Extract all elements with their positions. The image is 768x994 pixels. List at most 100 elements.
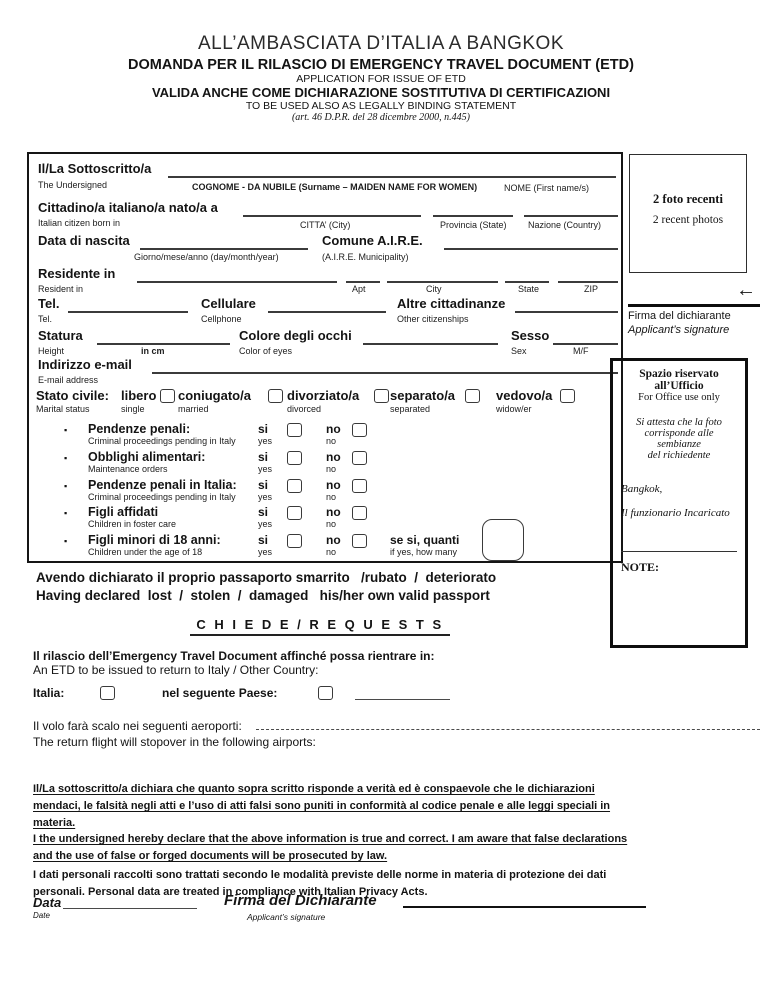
checkbox-q5-yes[interactable]	[287, 534, 302, 548]
checkbox-q5-no[interactable]	[352, 534, 367, 548]
checkbox-q3-no[interactable]	[352, 479, 367, 493]
signature-label-it: Firma del dichiarante	[628, 310, 731, 322]
zip-field-line[interactable]	[558, 267, 618, 283]
marital-option-separated-caption: separated	[390, 404, 431, 414]
q3-no-label: no	[326, 478, 341, 492]
privacy-line-1: I dati personali raccolti sono trattati …	[33, 869, 607, 881]
birth-province-field-line[interactable]	[433, 201, 513, 217]
other-citizenships-field-line[interactable]	[515, 297, 618, 313]
q2-yes-label: si	[258, 450, 269, 464]
email-label-en: E-mail address	[38, 375, 99, 385]
checkbox-marital-single[interactable]	[160, 389, 175, 403]
legal-line-2: mendaci, le falsità negli atti e l’uso d…	[33, 800, 611, 812]
tel-label-en: Tel.	[38, 314, 53, 324]
marital-option-single-caption: single	[121, 404, 145, 414]
marital-option-divorced-label: divorziato/a	[287, 388, 360, 403]
checkbox-q1-yes[interactable]	[287, 423, 302, 437]
form-subtitle-it: VALIDA ANCHE COME DICHIARAZIONE SOSTITUT…	[151, 85, 611, 100]
checkbox-italy[interactable]	[100, 686, 115, 700]
q3-yes-caption: yes	[258, 492, 273, 502]
birth-nation-field-line[interactable]	[524, 201, 618, 217]
other-country-field-line[interactable]	[355, 686, 450, 700]
q2-yes-caption: yes	[258, 464, 273, 474]
eyes-label-en: Color of eyes	[239, 346, 293, 356]
legal-line-5: and the use of false or forged documents…	[33, 850, 388, 862]
declarant-signature-line[interactable]	[403, 906, 646, 908]
office-attest-line-2: corrisponde alle	[644, 428, 714, 439]
question-criminal-italy-label: Pendenze penali in Italia:	[88, 478, 237, 492]
height-unit-caption: in cm	[141, 346, 165, 356]
airports-field-line[interactable]	[256, 719, 760, 730]
email-label-it: Indirizzo e-mail	[38, 357, 132, 372]
q5-yes-label: si	[258, 533, 269, 547]
tel-label-it: Tel.	[38, 296, 60, 311]
flight-label-en: The return flight will stopover in the f…	[33, 735, 316, 749]
marital-label-en: Marital status	[36, 404, 90, 414]
how-many-box[interactable]	[482, 519, 524, 561]
q1-yes-caption: yes	[258, 436, 273, 446]
checkbox-marital-married[interactable]	[268, 389, 283, 403]
cellphone-field-line[interactable]	[268, 297, 386, 313]
release-label-en: An ETD to be issued to return to Italy /…	[33, 663, 319, 677]
q4-yes-label: si	[258, 505, 269, 519]
form-header: ALL’AMBASCIATA D’ITALIA A BANGKOK DOMAND…	[0, 33, 762, 123]
checkbox-marital-divorced[interactable]	[374, 389, 389, 403]
date-label-en: Date	[33, 911, 50, 920]
signature-label-en: Applicant’s signature	[628, 324, 730, 336]
checkbox-marital-separated[interactable]	[465, 389, 480, 403]
checkbox-q2-yes[interactable]	[287, 451, 302, 465]
undersigned-label-it: Il/La Sottoscritto/a	[38, 161, 152, 176]
city-caption: City	[426, 284, 442, 294]
tel-field-line[interactable]	[68, 297, 188, 313]
declaration-line-en: Having declared lost / stolen / damaged …	[36, 588, 490, 603]
checkbox-q2-no[interactable]	[352, 451, 367, 465]
q3-yes-label: si	[258, 478, 269, 492]
apt-field-line[interactable]	[346, 267, 380, 283]
birthdate-field-line[interactable]	[140, 234, 308, 250]
cellphone-label-it: Cellulare	[201, 296, 256, 311]
marital-option-single-label: libero	[121, 388, 157, 403]
applicant-signature-line[interactable]	[628, 304, 760, 307]
eyes-field-line[interactable]	[363, 329, 498, 345]
surname-field-line[interactable]	[168, 162, 616, 178]
bullet-icon: ▪	[64, 481, 68, 491]
address-field-line[interactable]	[137, 267, 337, 283]
checkbox-q1-no[interactable]	[352, 423, 367, 437]
sex-field-line[interactable]	[553, 329, 618, 345]
aire-field-line[interactable]	[444, 234, 618, 250]
legal-line-1: Il/La sottoscritto/a dichiara che quanto…	[33, 783, 595, 795]
office-officer-label: Il funzionario Incaricato	[621, 507, 730, 519]
checkbox-q3-yes[interactable]	[287, 479, 302, 493]
email-field-line[interactable]	[152, 358, 618, 374]
how-many-label-en: if yes, how many	[390, 547, 458, 557]
photo-box: 2 foto recenti 2 recent photos	[629, 154, 747, 273]
requests-heading: C H I E D E / R E Q U E S T S	[190, 617, 450, 636]
height-label-en: Height	[38, 346, 65, 356]
left-arrow-icon: ←	[736, 279, 756, 301]
birth-province-caption: Provincia (State)	[440, 220, 507, 230]
state-field-line[interactable]	[505, 267, 549, 283]
city-field-line[interactable]	[387, 267, 498, 283]
other-citizenships-label-it: Altre cittadinanze	[397, 296, 506, 311]
office-note-label: NOTE:	[621, 560, 660, 574]
eyes-label-it: Colore degli occhi	[239, 328, 352, 343]
form-subtitle-en: TO BE USED ALSO AS LEGALLY BINDING STATE…	[245, 100, 517, 112]
bullet-icon: ▪	[64, 508, 68, 518]
marital-label-it: Stato civile:	[36, 388, 109, 403]
checkbox-q4-yes[interactable]	[287, 506, 302, 520]
date-field-line[interactable]	[63, 895, 197, 909]
resident-label-en: Resident in	[38, 284, 84, 294]
q2-no-label: no	[326, 450, 341, 464]
embassy-title: ALL’AMBASCIATA D’ITALIA A BANGKOK	[197, 33, 565, 54]
height-field-line[interactable]	[97, 329, 230, 345]
officer-signature-line[interactable]	[621, 551, 737, 552]
checkbox-q4-no[interactable]	[352, 506, 367, 520]
checkbox-other-country[interactable]	[318, 686, 333, 700]
question-criminal-label: Pendenze penali:	[88, 422, 191, 436]
firstname-caption: NOME (First name/s)	[504, 183, 590, 193]
checkbox-marital-widower[interactable]	[560, 389, 575, 403]
bullet-icon: ▪	[64, 425, 68, 435]
birth-city-field-line[interactable]	[243, 201, 421, 217]
office-use-box: Spazio riservato all’Ufficio For Office …	[610, 358, 748, 648]
q5-no-caption: no	[326, 547, 337, 557]
